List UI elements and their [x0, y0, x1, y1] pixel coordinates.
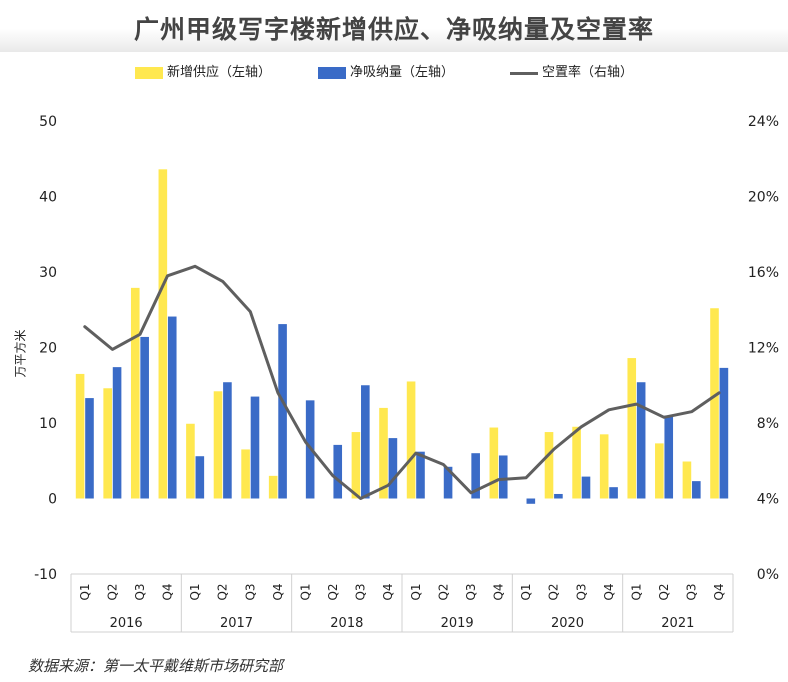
bar-absorption — [554, 493, 563, 499]
x-tick-label: Q3 — [354, 583, 368, 600]
x-tick-label: Q1 — [409, 583, 423, 600]
y-tick-label: 20 — [39, 341, 57, 357]
year-label: 2017 — [220, 616, 253, 631]
legend-label-absorption: 净吸纳量（左轴） — [350, 65, 455, 80]
bar-absorption — [443, 466, 453, 499]
x-tick-label: Q1 — [78, 583, 92, 600]
legend-line-vacancy — [510, 72, 538, 75]
bar-supply — [268, 475, 278, 499]
bar-supply — [655, 443, 664, 499]
year-label: 2016 — [110, 616, 143, 631]
bar-supply — [103, 388, 112, 499]
bar-supply — [75, 373, 85, 499]
bar-absorption — [526, 498, 536, 504]
bar-absorption — [112, 367, 122, 499]
source-note: 数据来源：第一太平戴维斯市场研究部 — [28, 657, 284, 675]
x-tick-label: Q2 — [105, 583, 119, 600]
y2-tick-label: 24% — [748, 114, 779, 130]
bar-supply — [572, 426, 581, 499]
x-tick-label: Q2 — [547, 583, 561, 600]
legend-label-supply: 新增供应（左轴） — [167, 65, 272, 80]
bar-absorption — [636, 382, 646, 499]
bar-absorption — [278, 324, 287, 499]
bar-supply — [130, 287, 140, 499]
year-label: 2018 — [330, 616, 363, 631]
x-tick-label: Q4 — [492, 583, 506, 600]
bar-absorption — [361, 385, 370, 499]
bar-supply — [213, 391, 223, 499]
x-tick-label: Q2 — [657, 583, 671, 600]
bar-supply — [351, 432, 361, 499]
year-label: 2021 — [661, 616, 694, 631]
year-label: 2019 — [441, 616, 474, 631]
y-tick-label: -10 — [34, 567, 57, 583]
x-tick-label: Q4 — [161, 583, 175, 600]
y-tick-label: 50 — [39, 114, 57, 130]
bar-absorption — [581, 476, 591, 499]
line-vacancy — [83, 264, 721, 500]
y-tick-label: 10 — [39, 416, 57, 432]
x-tick-label: Q4 — [271, 583, 285, 600]
bar-absorption — [664, 415, 674, 499]
y2-tick-label: 4% — [757, 492, 779, 508]
x-tick-label: Q1 — [629, 583, 643, 600]
x-tick-label: Q4 — [381, 583, 395, 600]
x-tick-label: Q3 — [133, 583, 147, 600]
x-tick-label: Q1 — [188, 583, 202, 600]
bar-absorption — [140, 336, 149, 499]
bar-supply — [710, 308, 719, 499]
year-label: 2020 — [551, 616, 584, 631]
bar-supply — [627, 358, 637, 499]
y-tick-label: 0 — [48, 492, 57, 508]
x-tick-label: Q1 — [519, 583, 533, 600]
bar-absorption — [85, 398, 94, 499]
y2-tick-label: 16% — [748, 265, 779, 281]
bar-absorption — [471, 453, 480, 499]
y2-tick-label: 20% — [748, 190, 779, 206]
x-tick-label: Q4 — [712, 583, 726, 600]
y2-tick-label: 8% — [757, 416, 779, 432]
bar-supply — [544, 432, 554, 499]
bar-absorption — [250, 396, 260, 499]
y2-tick-label: 12% — [748, 341, 779, 357]
legend-swatch-supply — [135, 67, 163, 79]
x-tick-label: Q3 — [243, 583, 257, 600]
bar-absorption — [609, 487, 618, 499]
x-tick-label: Q1 — [298, 583, 312, 600]
y-tick-label: 30 — [39, 265, 57, 281]
bar-supply — [682, 461, 692, 499]
x-tick-label: Q2 — [216, 583, 230, 600]
bar-supply — [241, 449, 250, 499]
bar-absorption — [388, 438, 398, 499]
bar-absorption — [416, 451, 425, 499]
bar-absorption — [719, 367, 729, 499]
legend-swatch-absorption — [318, 67, 346, 79]
bar-absorption — [167, 316, 177, 499]
chart-title: 广州甲级写字楼新增供应、净吸纳量及空置率 — [133, 15, 654, 44]
x-tick-label: Q2 — [436, 583, 450, 600]
x-tick-label: Q3 — [574, 583, 588, 600]
bar-absorption — [223, 382, 232, 499]
x-tick-label: Q2 — [326, 583, 340, 600]
y2-tick-label: 0% — [757, 567, 779, 583]
legend: 新增供应（左轴） 净吸纳量（左轴） 空置率（右轴） — [0, 62, 788, 84]
bar-supply — [489, 427, 499, 499]
bar-absorption — [333, 444, 343, 499]
bar-supply — [186, 423, 195, 499]
bar-absorption — [692, 481, 701, 499]
y-tick-label: 40 — [39, 190, 57, 206]
bar-absorption — [195, 456, 205, 499]
x-tick-label: Q4 — [602, 583, 616, 600]
x-tick-label: Q3 — [464, 583, 478, 600]
x-tick-label: Q3 — [685, 583, 699, 600]
bar-supply — [158, 169, 168, 499]
title-bar — [0, 0, 788, 52]
bar-supply — [406, 381, 416, 499]
bar-absorption — [498, 455, 508, 499]
bar-supply — [379, 407, 388, 499]
bar-supply — [599, 434, 609, 499]
legend-label-vacancy: 空置率（右轴） — [542, 65, 634, 80]
